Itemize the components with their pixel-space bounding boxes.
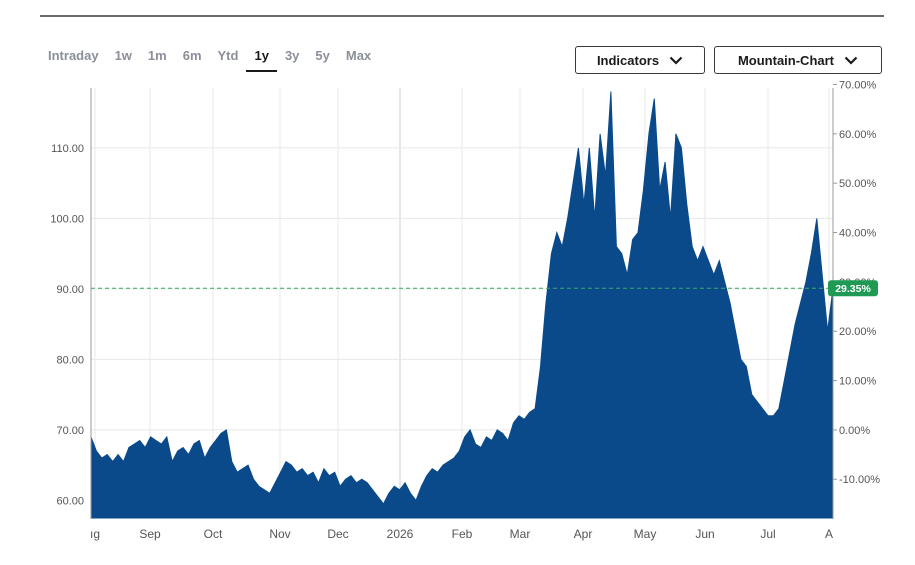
chevron-down-icon — [844, 56, 858, 65]
y-left-tick-label: 80.00 — [56, 354, 84, 366]
x-tick-label: Nov — [269, 527, 290, 541]
range-max[interactable]: Max — [345, 48, 372, 63]
y-right-tick-label: 40.00% — [839, 228, 877, 240]
range-intraday[interactable]: Intraday — [48, 48, 99, 63]
range-1y[interactable]: 1y — [246, 46, 278, 72]
chart-type-label: Mountain-Chart — [737, 52, 835, 68]
range-5y[interactable]: 5y — [315, 48, 330, 63]
y-right-tick-label: 70.00% — [839, 80, 877, 91]
x-tick-label: Feb — [452, 527, 473, 541]
range-6m[interactable]: 6m — [182, 48, 202, 63]
x-tick-label: ıg — [90, 527, 100, 541]
price-chart[interactable]: ıg Sep Oct Nov Dec 2026 Feb Mar Apr May Jun Jul A 60.… — [0, 80, 915, 565]
x-tick-label: Sep — [139, 527, 161, 541]
range-selector: Intraday 1w 1m 6m Ytd 1y 3y 5y Max — [40, 46, 379, 76]
y-right-tick-label: -10.00% — [839, 474, 880, 486]
x-tick-label: Oct — [204, 527, 223, 541]
range-1w[interactable]: 1w — [114, 48, 132, 63]
chart-type-dropdown[interactable]: Mountain-Chart — [714, 46, 882, 74]
range-ytd[interactable]: Ytd — [217, 48, 239, 63]
top-divider — [40, 15, 884, 17]
price-area — [90, 91, 834, 519]
y-right-tick-label: 50.00% — [839, 178, 877, 190]
range-1m[interactable]: 1m — [147, 48, 167, 63]
y-right-tick-label: 60.00% — [839, 129, 877, 141]
x-tick-label: A — [825, 527, 833, 541]
range-3y[interactable]: 3y — [284, 48, 300, 63]
y-left-tick-label: 70.00 — [56, 425, 84, 437]
indicators-dropdown[interactable]: Indicators — [575, 46, 705, 74]
x-tick-label: Mar — [510, 527, 531, 541]
y-left-tick-label: 100.00 — [50, 213, 84, 225]
current-value-badge — [828, 280, 878, 297]
y-right-tick-label: 20.00% — [839, 326, 877, 338]
x-tick-label: Jun — [695, 527, 714, 541]
x-tick-label: Apr — [574, 527, 593, 541]
y-left-tick-label: 90.00 — [56, 284, 84, 296]
y-right-tick-label: 10.00% — [839, 376, 877, 388]
chevron-down-icon — [669, 56, 683, 65]
indicators-label: Indicators — [596, 52, 660, 68]
y-left-tick-label: 110.00 — [51, 143, 84, 155]
y-left-tick-label: 60.00 — [56, 495, 84, 507]
y-right-tick-label: 0.00% — [839, 425, 870, 437]
x-tick-label: Dec — [327, 527, 348, 541]
current-value-badge-text: 29.35% — [835, 283, 871, 295]
x-tick-label: Jul — [760, 527, 775, 541]
x-tick-label: 2026 — [387, 527, 414, 541]
x-tick-label: May — [634, 527, 657, 541]
